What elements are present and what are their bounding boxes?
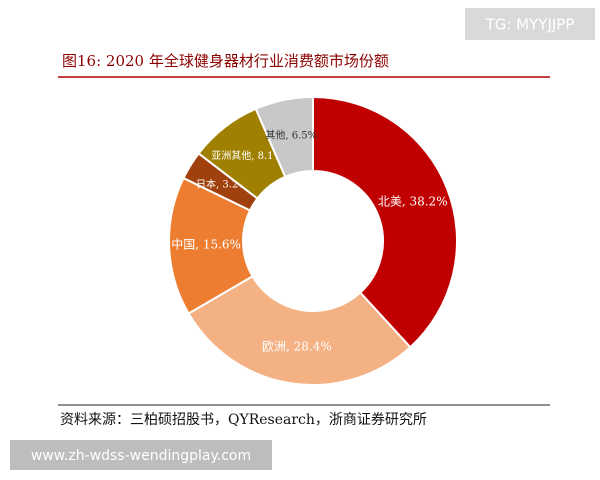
watermark-box [465,8,595,40]
data-label: 欧洲, 28.4% [262,339,332,353]
data-label: 亚洲其他, 8.1% [211,149,283,162]
data-label: 北美, 38.2% [378,195,448,209]
source: 资料来源：三柏硕招股书，QYResearch，浙商证券研究所 [60,412,427,428]
watermark-box [10,440,272,470]
data-label: 其他, 6.5% [265,129,317,142]
chart-title: 图16: 2020 年全球健身器材行业消费额市场份额 [62,52,389,70]
donut-slice [312,95,458,349]
watermark: TG: MYYJJPP [485,16,575,34]
donut-slice [168,176,254,315]
data-label: 中国, 15.6% [171,237,241,252]
donut-slice [254,95,314,179]
watermark: www.zh-wdss-wendingplay.com [31,448,251,464]
donut-slice [187,274,412,386]
